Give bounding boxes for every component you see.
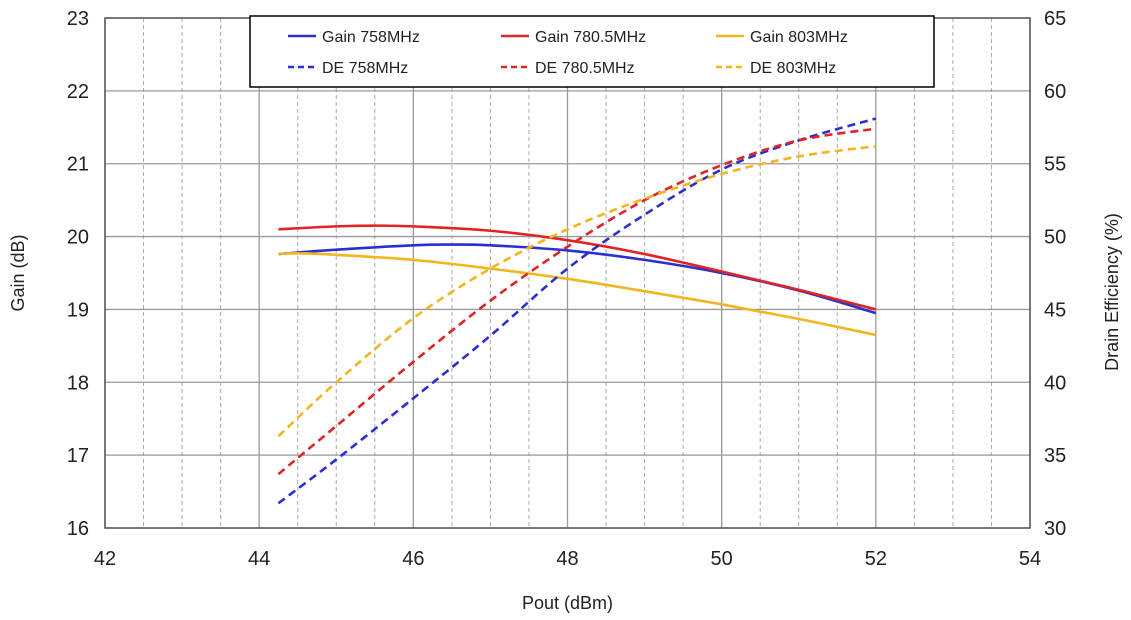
x-tick-label: 54 [1019,548,1041,570]
x-tick-label: 48 [556,548,578,570]
series-line-2 [278,252,877,337]
y2-tick-label: 65 [1044,8,1066,30]
series-lines [277,117,877,505]
x-tick-label: 46 [402,548,424,570]
x-tick-label: 42 [94,548,116,570]
minor-grid [143,18,992,528]
x-tick-label: 44 [248,548,270,570]
y-tick-label: 21 [67,154,89,176]
y-tick-label: 18 [67,372,89,394]
series-line-3 [277,117,877,505]
legend-label-5: DE 803MHz [750,60,836,77]
legend-label-3: DE 758MHz [322,60,408,77]
y-axis-title: Gain (dB) [8,234,28,311]
legend-label-2: Gain 803MHz [750,29,848,46]
y2-tick-label: 35 [1044,445,1066,467]
y-tick-label: 19 [67,299,89,321]
y2-tick-label: 30 [1044,518,1066,540]
y-tick-label: 23 [67,8,89,30]
x-axis-title: Pout (dBm) [522,593,613,613]
legend-label-1: Gain 780.5MHz [535,29,646,46]
y-tick-label: 16 [67,518,89,540]
x-axis-ticks: 42 44 46 48 50 52 54 [94,548,1041,570]
y-tick-label: 20 [67,227,89,249]
y2-tick-label: 50 [1044,227,1066,249]
x-tick-label: 50 [711,548,733,570]
y2-tick-label: 55 [1044,154,1066,176]
y2-axis-title: Drain Efficiency (%) [1102,213,1122,371]
legend-label-4: DE 780.5MHz [535,60,635,77]
x-tick-label: 52 [865,548,887,570]
y2-tick-label: 60 [1044,81,1066,103]
y-axis-ticks: 16 17 18 19 20 21 22 23 [67,8,89,540]
y2-tick-label: 40 [1044,372,1066,394]
legend-label-0: Gain 758MHz [322,29,420,46]
legend-box [249,15,935,88]
y2-tick-label: 45 [1044,299,1066,321]
y-tick-label: 17 [67,445,89,467]
y2-axis-ticks: 30 35 40 45 50 55 60 65 [1044,8,1066,540]
series-line-1 [278,224,877,311]
series-line-5 [277,144,877,438]
series-line-4 [277,127,877,476]
y-tick-label: 22 [67,81,89,103]
legend: Gain 758MHz Gain 780.5MHz Gain 803MHz DE 75… [249,15,935,88]
